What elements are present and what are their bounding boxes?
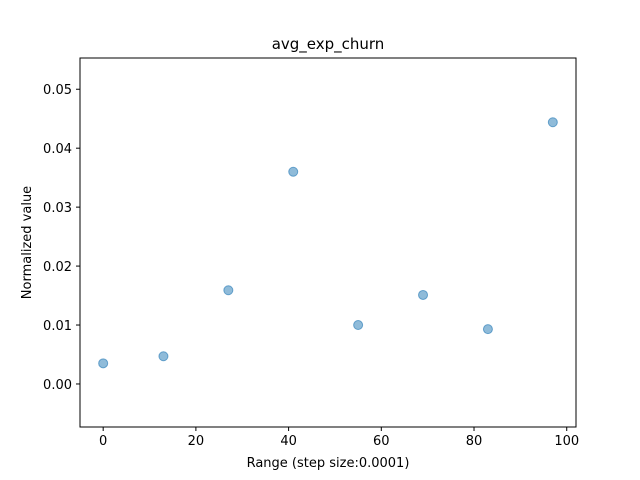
data-point xyxy=(158,351,169,362)
data-point xyxy=(223,285,234,296)
y-tick-label: 0.01 xyxy=(43,319,72,334)
x-tick-label: 20 xyxy=(188,434,205,449)
y-tick-label: 0.05 xyxy=(43,83,72,98)
data-point xyxy=(353,320,364,331)
y-tick-label: 0.00 xyxy=(43,378,72,393)
x-tick-label: 100 xyxy=(554,434,579,449)
x-tick-label: 40 xyxy=(280,434,297,449)
axes-frame xyxy=(79,57,577,428)
data-points xyxy=(98,117,558,369)
data-point xyxy=(482,324,493,335)
x-axis-ticks: 0 20 40 60 80 100 xyxy=(99,427,579,449)
data-point xyxy=(288,166,299,177)
y-tick-label: 0.03 xyxy=(43,201,72,216)
data-point xyxy=(547,117,558,128)
chart-title: avg_exp_churn xyxy=(272,35,385,54)
y-tick-label: 0.04 xyxy=(43,142,72,157)
data-point xyxy=(98,358,109,369)
y-axis-label: Normalized value xyxy=(20,186,35,299)
data-point xyxy=(418,289,429,300)
x-axis-label: Range (step size:0.0001) xyxy=(247,456,410,471)
x-tick-label: 80 xyxy=(466,434,483,449)
y-tick-label: 0.02 xyxy=(43,260,72,275)
x-tick-label: 60 xyxy=(373,434,390,449)
x-tick-label: 0 xyxy=(99,434,107,449)
y-axis-ticks: 0.00 0.01 0.02 0.03 0.04 0.05 xyxy=(43,83,80,393)
